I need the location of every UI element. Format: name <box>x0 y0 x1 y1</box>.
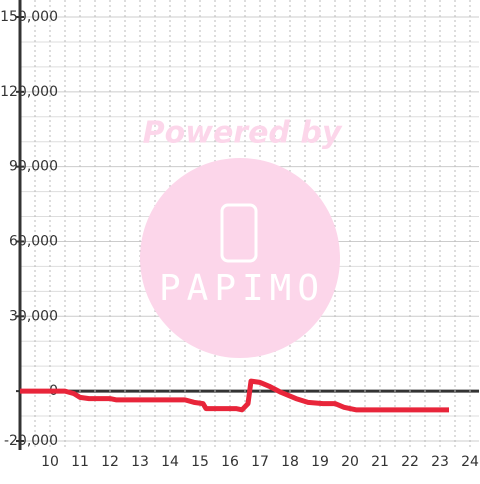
y-tick-label: 150,000 <box>0 9 58 25</box>
line <box>20 378 449 413</box>
y-tick-label: 30,000 <box>9 308 58 324</box>
x-tick-label: 13 <box>131 454 149 470</box>
y-tick-label: 120,000 <box>0 84 58 100</box>
x-tick-label: 10 <box>41 454 59 470</box>
x-tick-label: 17 <box>251 454 269 470</box>
x-tick-label: 21 <box>371 454 389 470</box>
x-tick-label: 19 <box>311 454 329 470</box>
x-tick-label: 16 <box>221 454 239 470</box>
watermark-circle <box>140 158 340 358</box>
x-tick-label: 24 <box>461 454 479 470</box>
y-tick-label: 60,000 <box>9 233 58 249</box>
x-tick-label: 20 <box>341 454 359 470</box>
x-tick-label: 11 <box>71 454 89 470</box>
x-tick-label: 22 <box>401 454 419 470</box>
x-tick-label: 12 <box>101 454 119 470</box>
x-tick-label: 15 <box>191 454 209 470</box>
y-tick-label: -20,000 <box>4 433 58 449</box>
y-tick-label: 90,000 <box>9 159 58 175</box>
watermark-icon <box>220 203 258 263</box>
x-tick-label: 18 <box>281 454 299 470</box>
x-tick-label: 23 <box>431 454 449 470</box>
watermark-text: Powered by <box>143 116 343 151</box>
x-tick-label: 14 <box>161 454 179 470</box>
watermark-logo: PAPIMO <box>159 268 325 309</box>
